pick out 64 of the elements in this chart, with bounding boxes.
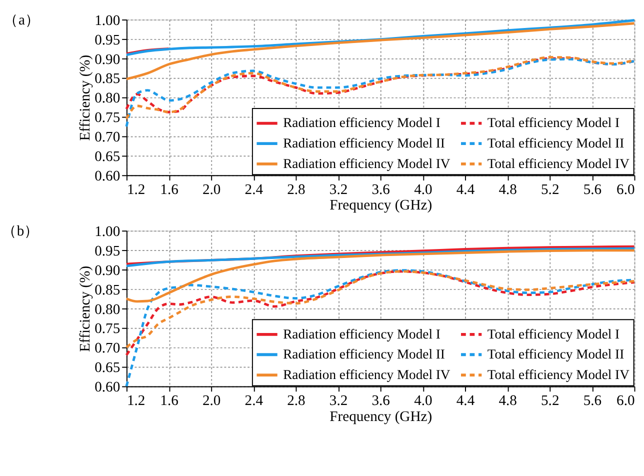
chart-title: （b） — [2, 223, 40, 240]
x-tick-label: 5.6 — [583, 393, 602, 410]
line-series — [125, 249, 636, 303]
legend-label: Radiation efficiency Model I — [283, 326, 441, 342]
y-tick-label: 0.95 — [94, 32, 120, 48]
legend-label: Total efficiency Model IV — [487, 366, 630, 382]
x-tick-label: 2.8 — [287, 393, 306, 410]
x-tick-label: 1.2 — [126, 393, 146, 410]
x-tick-label: 4.8 — [498, 393, 517, 410]
y-tick-label: 0.60 — [94, 380, 120, 396]
x-tick-label: 2.4 — [244, 182, 264, 198]
legend-label: Radiation efficiency Model I — [283, 115, 441, 130]
x-tick-label: 2.8 — [287, 182, 306, 198]
x-tick-label: 1.6 — [160, 182, 178, 198]
y-tick-label: 0.75 — [94, 321, 120, 338]
x-tick-label: 3.6 — [372, 182, 390, 198]
x-axis-title: Frequency (GHz) — [330, 198, 432, 214]
x-axis-title: Frequency (GHz) — [330, 408, 432, 425]
x-tick-label: 6.0 — [616, 393, 635, 410]
legend-label: Total efficiency Model I — [487, 115, 620, 130]
y-tick-label: 0.85 — [94, 282, 120, 298]
y-tick-label: 0.70 — [94, 340, 120, 357]
y-tick-label: 0.80 — [94, 90, 120, 107]
x-tick-label: 3.2 — [329, 393, 348, 410]
y-tick-label: 0.70 — [94, 130, 120, 146]
x-tick-label: 4.0 — [414, 182, 432, 198]
legend-label: Total efficiency Model II — [487, 135, 625, 150]
x-tick-label: 3.6 — [372, 393, 390, 410]
legend-label: Radiation efficiency Model II — [283, 135, 446, 150]
chart-title: （a） — [3, 12, 40, 28]
legend-label: Radiation efficiency Model IV — [283, 156, 450, 171]
x-tick-label: 5.6 — [583, 182, 602, 198]
y-axis-title: Efficiency (%) — [78, 266, 94, 352]
y-tick-label: 0.90 — [94, 262, 120, 279]
y-tick-label: 0.90 — [94, 52, 120, 68]
y-tick-label: 0.60 — [94, 168, 120, 184]
y-tick-label: 0.65 — [94, 149, 120, 166]
y-tick-label: 0.65 — [94, 360, 120, 376]
x-tick-label: 4.4 — [456, 393, 476, 410]
y-axis-title: Efficiency (%) — [78, 54, 94, 141]
x-tick-label: 5.2 — [541, 182, 560, 198]
legend-label: Radiation efficiency Model II — [283, 346, 446, 362]
y-tick-label: 1.00 — [94, 12, 120, 29]
legend-label: Total efficiency Model I — [487, 326, 620, 342]
x-tick-label: 2.0 — [202, 182, 221, 198]
y-tick-label: 1.00 — [94, 224, 120, 240]
x-tick-label: 2.0 — [202, 393, 221, 410]
line-series — [125, 22, 636, 80]
x-tick-label: 4.0 — [414, 393, 432, 410]
legend-label: Radiation efficiency Model IV — [283, 366, 450, 382]
x-tick-label: 3.2 — [329, 182, 348, 198]
x-tick-label: 5.2 — [541, 393, 560, 410]
legend-label: Total efficiency Model IV — [487, 156, 630, 171]
x-tick-label: 6.0 — [616, 182, 635, 198]
x-tick-label: 2.4 — [244, 393, 264, 410]
y-tick-label: 0.75 — [94, 110, 120, 126]
y-tick-label: 0.95 — [94, 243, 120, 260]
x-tick-label: 4.8 — [498, 182, 517, 198]
x-tick-label: 1.2 — [126, 182, 146, 198]
x-tick-label: 4.4 — [456, 182, 476, 198]
y-tick-label: 0.80 — [94, 302, 120, 318]
y-tick-label: 0.85 — [94, 71, 120, 88]
legend-label: Total efficiency Model II — [487, 346, 625, 362]
x-tick-label: 1.6 — [160, 393, 178, 410]
